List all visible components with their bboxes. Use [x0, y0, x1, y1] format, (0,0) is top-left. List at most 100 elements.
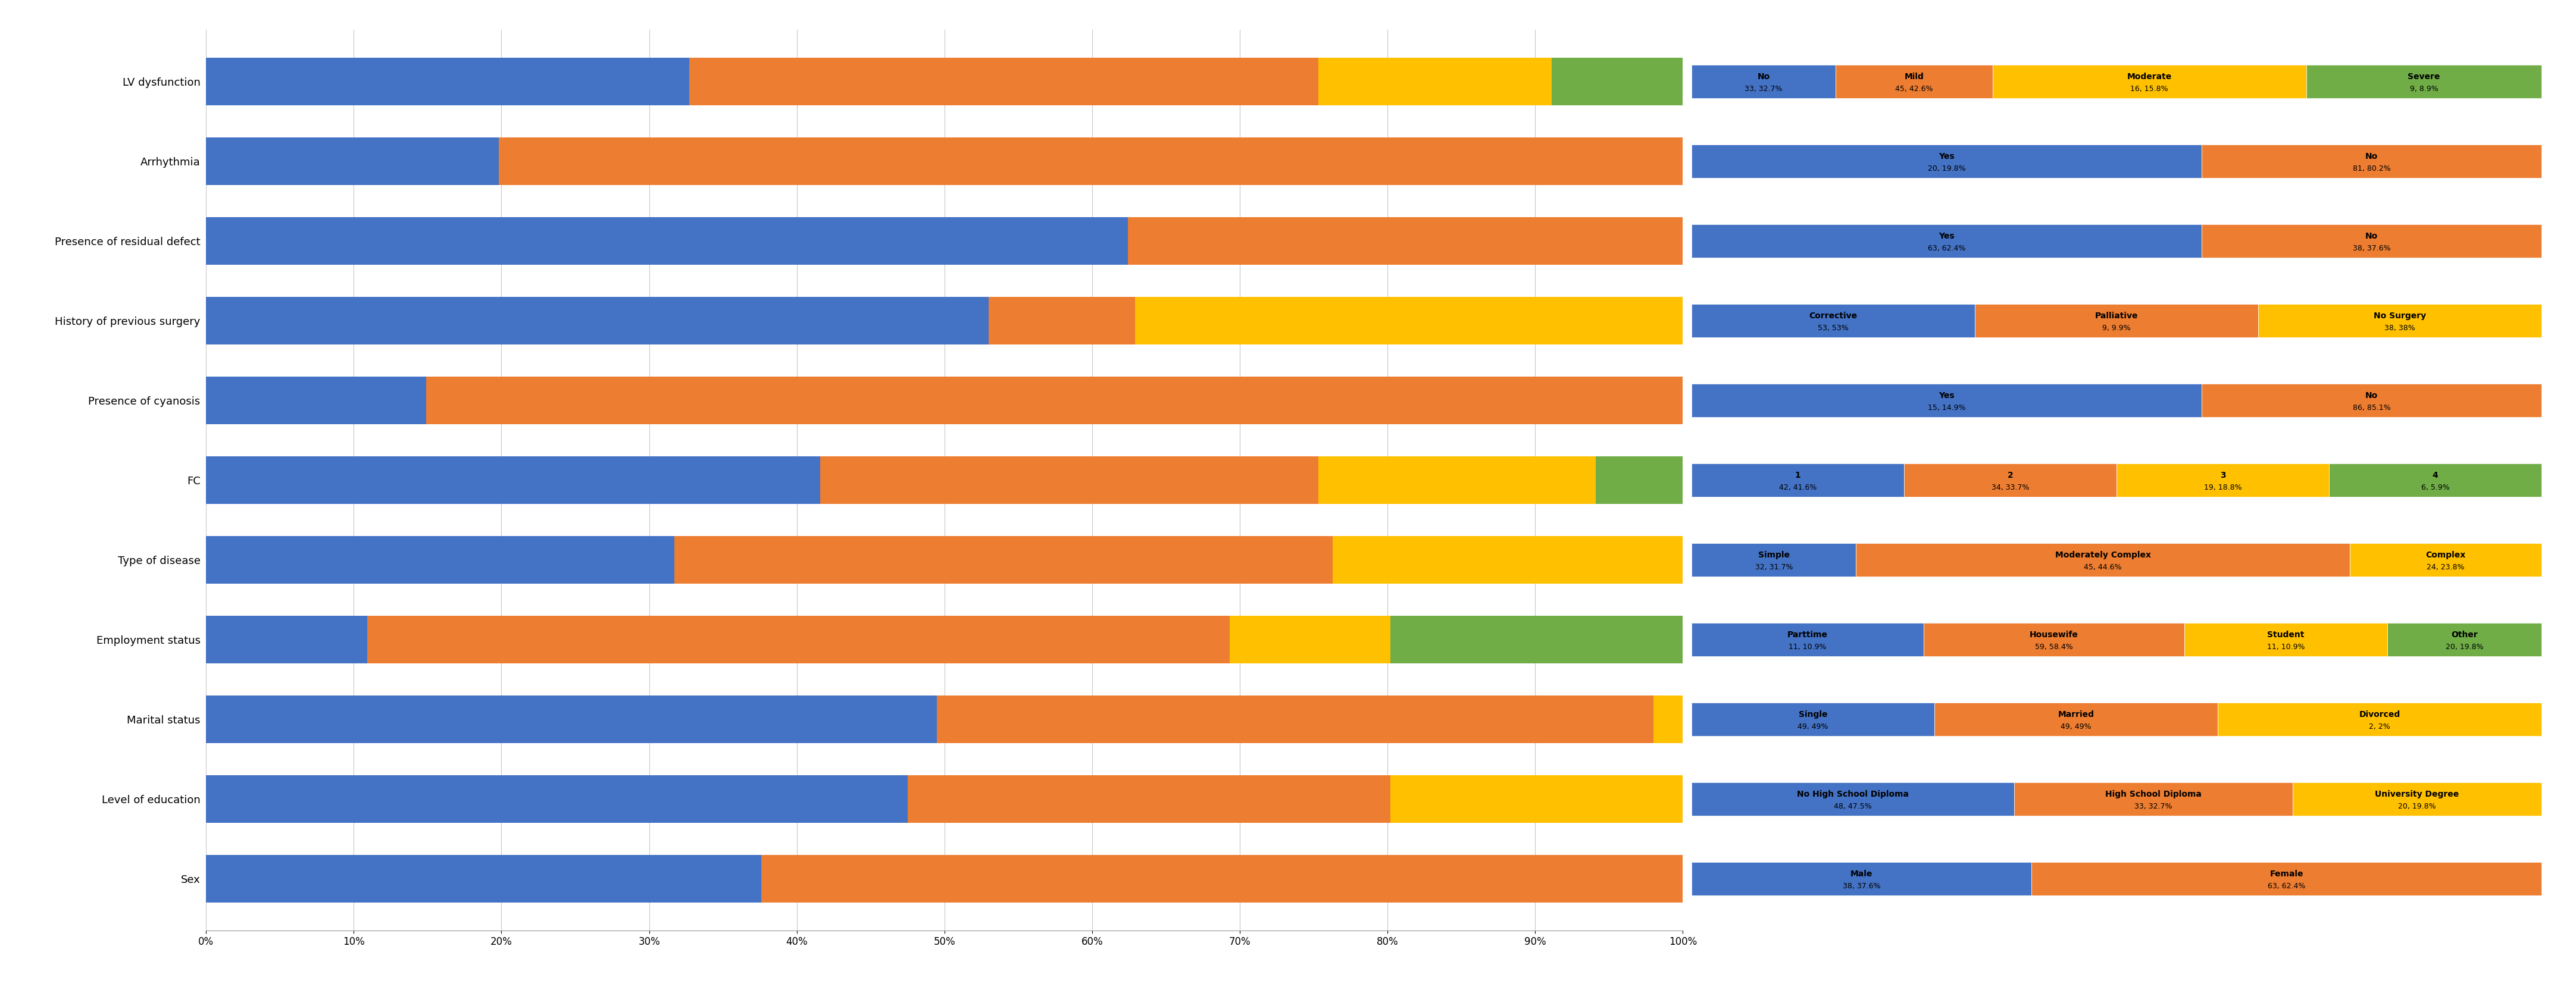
Text: Mild: Mild	[1904, 72, 1924, 80]
Bar	[1654, 695, 1682, 743]
Bar	[1595, 456, 1682, 504]
Text: No: No	[2365, 232, 2378, 241]
Bar	[1692, 224, 2202, 257]
Bar	[1976, 304, 2259, 338]
Bar	[2202, 145, 2543, 178]
Bar	[1991, 64, 2306, 98]
Text: 20, 19.8%: 20, 19.8%	[1927, 164, 1965, 172]
Bar	[1692, 304, 1976, 338]
Text: 38, 38%: 38, 38%	[2385, 324, 2416, 332]
Bar	[2184, 623, 2388, 656]
Text: Corrective: Corrective	[1808, 312, 1857, 320]
Text: 33, 32.7%: 33, 32.7%	[1744, 85, 1783, 93]
Bar	[2202, 384, 2543, 417]
Text: Moderately Complex: Moderately Complex	[2056, 550, 2151, 559]
Bar	[2388, 623, 2543, 656]
Bar	[1692, 862, 2032, 896]
Bar	[762, 854, 1682, 903]
Bar	[1692, 544, 1857, 576]
Bar	[2349, 544, 2543, 576]
Text: Complex: Complex	[2427, 550, 2465, 559]
Text: Other: Other	[2450, 631, 2478, 639]
Text: No Surgery: No Surgery	[2372, 312, 2427, 320]
Bar	[1319, 57, 1551, 106]
Bar	[1692, 64, 1837, 98]
Text: 49, 49%: 49, 49%	[2061, 723, 2092, 731]
Text: Student: Student	[2267, 631, 2306, 639]
Text: 15, 14.9%: 15, 14.9%	[1927, 404, 1965, 412]
Bar	[2202, 224, 2543, 257]
Text: Parttime: Parttime	[1788, 631, 1829, 639]
Bar	[1904, 463, 2117, 497]
Text: 53, 53%: 53, 53%	[1819, 324, 1850, 332]
Text: 48, 47.5%: 48, 47.5%	[1834, 803, 1873, 810]
Text: Yes: Yes	[1940, 152, 1955, 160]
Bar	[1332, 536, 1682, 584]
Bar	[1692, 384, 2202, 417]
Text: Moderate: Moderate	[2128, 72, 2172, 80]
Bar	[1924, 623, 2184, 656]
Text: 38, 37.6%: 38, 37.6%	[1842, 882, 1880, 890]
Bar	[1692, 703, 1935, 737]
Bar	[206, 775, 907, 823]
Text: 4: 4	[2432, 471, 2439, 479]
Bar	[206, 616, 366, 663]
Text: 1: 1	[1795, 471, 1801, 479]
Bar	[500, 138, 1682, 185]
Bar	[1319, 456, 1595, 504]
Text: Simple: Simple	[1757, 550, 1790, 559]
Bar	[907, 775, 1391, 823]
Bar	[206, 536, 675, 584]
Bar	[1692, 463, 1904, 497]
Text: No: No	[1757, 72, 1770, 80]
Bar	[1692, 782, 2014, 816]
Bar	[1935, 703, 2218, 737]
Text: 63, 62.4%: 63, 62.4%	[2267, 882, 2306, 890]
Bar	[2306, 64, 2543, 98]
Text: 59, 58.4%: 59, 58.4%	[2035, 644, 2074, 650]
Bar	[675, 536, 1332, 584]
Bar	[206, 57, 688, 106]
Bar	[1136, 297, 1682, 345]
Bar	[1391, 616, 1682, 663]
Text: 81, 80.2%: 81, 80.2%	[2352, 164, 2391, 172]
Bar	[1857, 544, 2349, 576]
Bar	[366, 616, 1229, 663]
Text: 42, 41.6%: 42, 41.6%	[1780, 484, 1816, 491]
Text: 16, 15.8%: 16, 15.8%	[2130, 85, 2169, 93]
Bar	[206, 695, 938, 743]
Text: 19, 18.8%: 19, 18.8%	[2205, 484, 2241, 491]
Bar	[1837, 64, 1991, 98]
Text: Yes: Yes	[1940, 232, 1955, 241]
Text: 20, 19.8%: 20, 19.8%	[2398, 803, 2437, 810]
Text: High School Diploma: High School Diploma	[2105, 790, 2202, 798]
Bar	[1229, 616, 1391, 663]
Bar	[2329, 463, 2543, 497]
Text: No: No	[2365, 152, 2378, 160]
Text: Female: Female	[2269, 869, 2303, 878]
Text: Single: Single	[1798, 710, 1826, 719]
Bar	[1692, 623, 1924, 656]
Text: Housewife: Housewife	[2030, 631, 2079, 639]
Text: 49, 49%: 49, 49%	[1798, 723, 1829, 731]
Bar	[1692, 145, 2202, 178]
Bar	[1551, 57, 1682, 106]
Text: 11, 10.9%: 11, 10.9%	[2267, 644, 2306, 650]
Text: No High School Diploma: No High School Diploma	[1798, 790, 1909, 798]
Text: No: No	[2365, 391, 2378, 400]
Bar	[206, 297, 989, 345]
Text: 2: 2	[2007, 471, 2014, 479]
Text: Yes: Yes	[1940, 391, 1955, 400]
Bar	[938, 695, 1654, 743]
Text: 63, 62.4%: 63, 62.4%	[1927, 245, 1965, 252]
Text: 34, 33.7%: 34, 33.7%	[1991, 484, 2030, 491]
Text: 6, 5.9%: 6, 5.9%	[2421, 484, 2450, 491]
Text: Palliative: Palliative	[2094, 312, 2138, 320]
Bar	[206, 138, 500, 185]
Text: 2, 2%: 2, 2%	[2370, 723, 2391, 731]
Bar	[2218, 703, 2543, 737]
Text: 45, 42.6%: 45, 42.6%	[1896, 85, 1932, 93]
Bar	[1128, 217, 1682, 265]
Bar	[688, 57, 1319, 106]
Bar	[425, 376, 1682, 425]
